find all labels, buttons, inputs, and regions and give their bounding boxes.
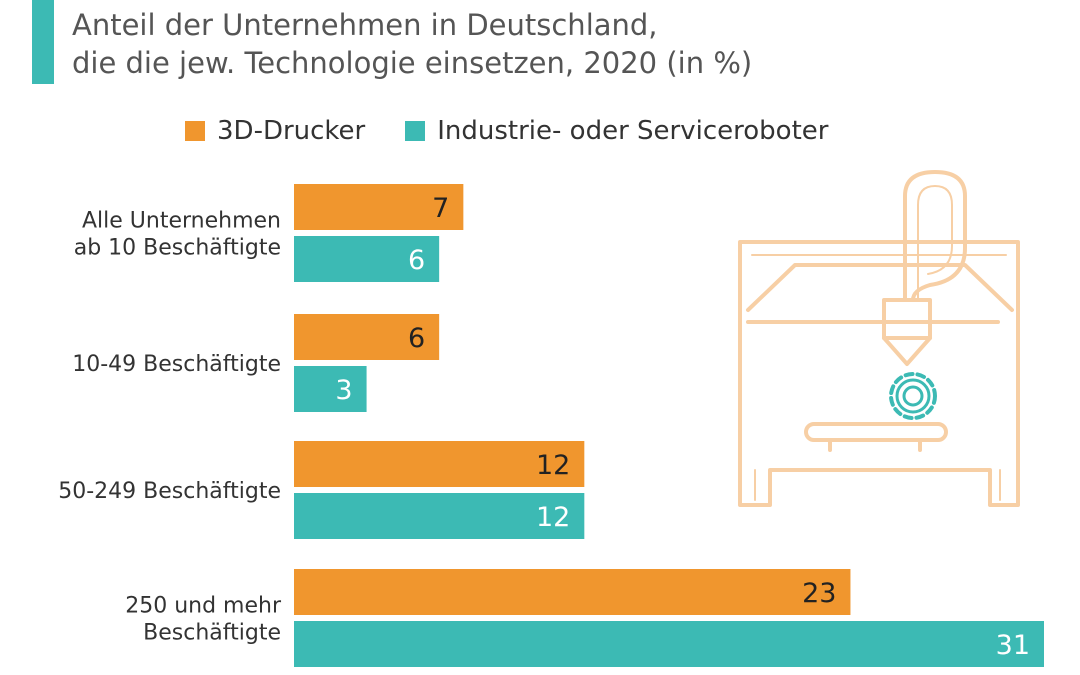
data-label: 3	[335, 375, 352, 406]
bar-3d-drucker	[294, 569, 851, 615]
category-label: Alle Unternehmen ab 10 Beschäftigte	[74, 209, 281, 261]
bar-roboter	[294, 493, 585, 539]
legend-item-roboter: Industrie- oder Serviceroboter	[405, 116, 828, 146]
category-label-line: ab 10 Beschäftigte	[74, 236, 281, 261]
legend-label-roboter: Industrie- oder Serviceroboter	[437, 116, 829, 146]
bar-roboter	[294, 366, 367, 412]
title-line-2: die die jew. Technologie einsetzen, 2020…	[72, 46, 753, 80]
bar-roboter	[294, 621, 1044, 667]
category-label-line: 50-249 Beschäftigte	[58, 479, 281, 504]
data-label: 7	[432, 193, 449, 224]
bar-3d-drucker	[294, 184, 464, 230]
bar-3d-drucker	[294, 441, 585, 487]
3d-printer-icon	[738, 170, 1020, 507]
data-label: 12	[536, 502, 570, 533]
plot-area: Alle Unternehmen ab 10 Beschäftigte7610-4…	[58, 184, 1044, 667]
data-label: 6	[408, 245, 425, 276]
data-label: 31	[996, 630, 1030, 661]
legend-label-3d-drucker: 3D-Drucker	[217, 116, 366, 146]
legend: 3D-Drucker Industrie- oder Servicerobote…	[185, 116, 868, 146]
data-label: 12	[536, 450, 570, 481]
title-line-1: Anteil der Unternehmen in Deutschland,	[72, 8, 658, 42]
category-label-line: Alle Unternehmen	[82, 209, 281, 234]
legend-swatch-3d-drucker	[185, 121, 205, 141]
title-accent-bar	[32, 0, 54, 84]
category-label-line: 10-49 Beschäftigte	[72, 352, 281, 377]
legend-item-3d-drucker: 3D-Drucker	[185, 116, 365, 146]
data-label: 23	[802, 578, 836, 609]
category-label-line: Beschäftigte	[143, 621, 281, 646]
category-label: 50-249 Beschäftigte	[58, 479, 281, 504]
bar-3d-drucker	[294, 314, 440, 360]
category-label: 10-49 Beschäftigte	[72, 352, 281, 377]
chart-title: Anteil der Unternehmen in Deutschland, d…	[72, 6, 752, 82]
data-label: 6	[408, 323, 425, 354]
category-label: 250 und mehr Beschäftigte	[125, 594, 282, 646]
legend-swatch-roboter	[405, 121, 426, 141]
bar-roboter	[294, 236, 440, 282]
category-label-line: 250 und mehr	[125, 594, 282, 619]
